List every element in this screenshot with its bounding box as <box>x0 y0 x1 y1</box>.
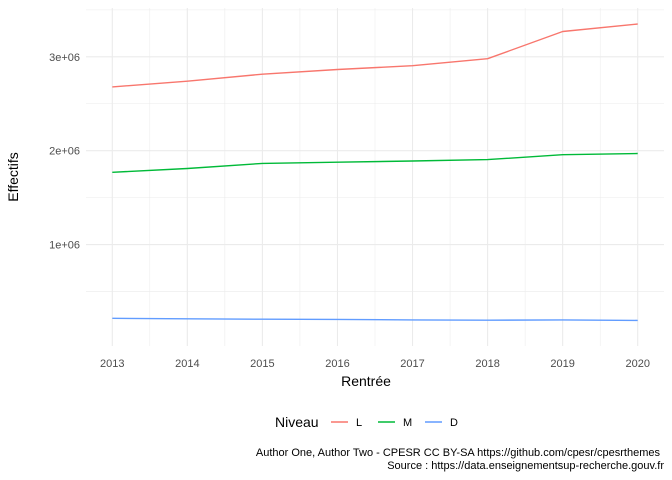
legend-label: D <box>450 417 458 429</box>
y-tick-label: 1e+06 <box>49 240 80 252</box>
grid <box>86 8 664 346</box>
x-tick-label: 2016 <box>325 358 349 370</box>
series-line-L <box>112 23 638 88</box>
x-tick-label: 2015 <box>250 358 274 370</box>
x-tick-label: 2018 <box>475 358 499 370</box>
caption-line-2: Source : https://data.enseignementsup-re… <box>387 460 664 472</box>
x-axis-title: Rentrée <box>341 373 391 389</box>
series-lines <box>112 23 638 322</box>
y-axis-ticks: 1e+06 2e+06 3e+06 <box>49 52 80 252</box>
x-axis-ticks: 2013 2014 2015 2016 2017 2018 2019 2020 <box>100 358 650 370</box>
y-axis-title: Effectifs <box>5 152 21 202</box>
legend-item-M: M <box>378 417 412 429</box>
y-tick-label: 2e+06 <box>49 146 80 158</box>
legend-label: L <box>356 417 362 429</box>
x-tick-label: 2019 <box>550 358 574 370</box>
legend-title: Niveau <box>275 414 319 430</box>
legend-item-D: D <box>425 417 458 429</box>
legend: Niveau L M D <box>275 414 458 430</box>
legend-label: M <box>403 417 412 429</box>
caption-line-1: Author One, Author Two - CPESR CC BY-SA … <box>256 447 661 459</box>
legend-item-L: L <box>331 417 362 429</box>
x-tick-label: 2014 <box>175 358 199 370</box>
x-tick-label: 2020 <box>625 358 649 370</box>
x-tick-label: 2013 <box>100 358 124 370</box>
y-tick-label: 3e+06 <box>49 52 80 64</box>
series-line-M <box>112 152 638 173</box>
x-tick-label: 2017 <box>400 358 424 370</box>
series-line-D <box>112 317 638 322</box>
